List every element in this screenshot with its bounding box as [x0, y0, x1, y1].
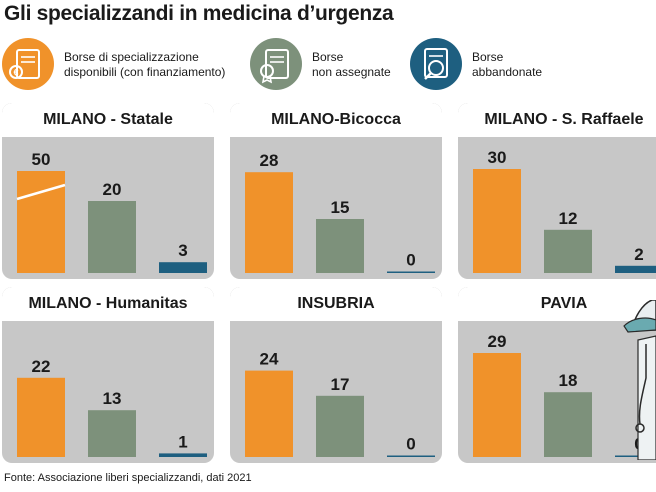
bar [615, 455, 656, 457]
bar [245, 172, 293, 273]
panel-header: MILANO - Statale [2, 103, 214, 137]
bar [387, 455, 435, 457]
data-label: 15 [331, 198, 350, 217]
bar-chart: 50 20 3 [16, 150, 207, 273]
panel-header: PAVIA [458, 287, 656, 321]
data-label: 18 [559, 371, 578, 390]
bar-chart: 30 12 2 [473, 148, 656, 273]
bar [473, 353, 521, 457]
legend-label: Borse abbandonate [472, 50, 543, 79]
panel-milano-bicocca: MILANO-Bicocca 28 15 0 [230, 103, 442, 279]
data-label: 24 [260, 350, 279, 369]
bar [544, 229, 592, 273]
data-label: 20 [103, 180, 122, 199]
data-label: 29 [488, 332, 507, 351]
panel-header: MILANO-Bicocca [230, 103, 442, 137]
bar [17, 377, 65, 457]
data-label: 1 [178, 432, 187, 451]
bar [615, 265, 656, 273]
data-label: 17 [331, 375, 350, 394]
bar [316, 395, 364, 457]
svg-text:€: € [13, 68, 18, 78]
axis-break-mark [16, 183, 66, 201]
panel-title: MILANO - Statale [43, 111, 173, 128]
data-label: 13 [103, 389, 122, 408]
data-label: 22 [32, 357, 51, 376]
bar-chart: 28 15 0 [245, 151, 435, 273]
panel-header: MILANO - Humanitas [2, 287, 214, 321]
bar [544, 392, 592, 457]
bar [245, 370, 293, 457]
bar-chart: 29180 [473, 332, 656, 457]
panel-insubria: INSUBRIA 24 17 0 [230, 287, 442, 463]
bar-chart: 24 17 0 [245, 350, 435, 457]
bar [159, 262, 207, 273]
data-label: 50 [32, 150, 51, 169]
panel-milano-s-raffaele: MILANO - S. Raffaele 30 12 2 [458, 103, 656, 279]
bar [387, 271, 435, 273]
panel-title: MILANO - Humanitas [28, 295, 188, 312]
data-label: 28 [260, 151, 279, 170]
panel-title: MILANO-Bicocca [271, 111, 401, 128]
panel-header: MILANO - S. Raffaele [458, 103, 656, 137]
data-label: 2 [634, 245, 643, 264]
bar [473, 169, 521, 273]
legend-label: Borse di specializzazione disponibili (c… [64, 50, 226, 79]
bar [88, 201, 136, 273]
certificate-icon [250, 38, 302, 90]
panel-milano-humanitas: MILANO - Humanitas 22 13 1 [2, 287, 214, 463]
panel-title: MILANO - S. Raffaele [484, 111, 644, 128]
panel-header: INSUBRIA [230, 287, 442, 321]
bar-chart: 22 13 1 [17, 357, 207, 457]
data-label: 0 [406, 251, 415, 270]
scholarship-document-icon: € [2, 38, 54, 90]
search-document-icon [410, 38, 462, 90]
bar [88, 410, 136, 457]
data-label: 3 [178, 241, 187, 260]
doctor-illustration-icon [623, 300, 656, 460]
legend-label: Borse non assegnate [312, 50, 391, 79]
data-label: 30 [488, 148, 507, 167]
panel-pavia: PAVIA29180 [458, 287, 656, 463]
panel-title: PAVIA [540, 295, 588, 312]
bar [316, 219, 364, 273]
chart-title: Gli specializzandi in medicina d’urgenza [4, 2, 394, 25]
panel-milano-statale: MILANO - Statale 50 20 3 [2, 103, 214, 279]
panel-title: INSUBRIA [297, 295, 375, 312]
data-label: 12 [559, 209, 578, 228]
source-note: Fonte: Associazione liberi specializzand… [4, 472, 252, 484]
bar [159, 453, 207, 457]
data-label: 0 [406, 435, 415, 454]
